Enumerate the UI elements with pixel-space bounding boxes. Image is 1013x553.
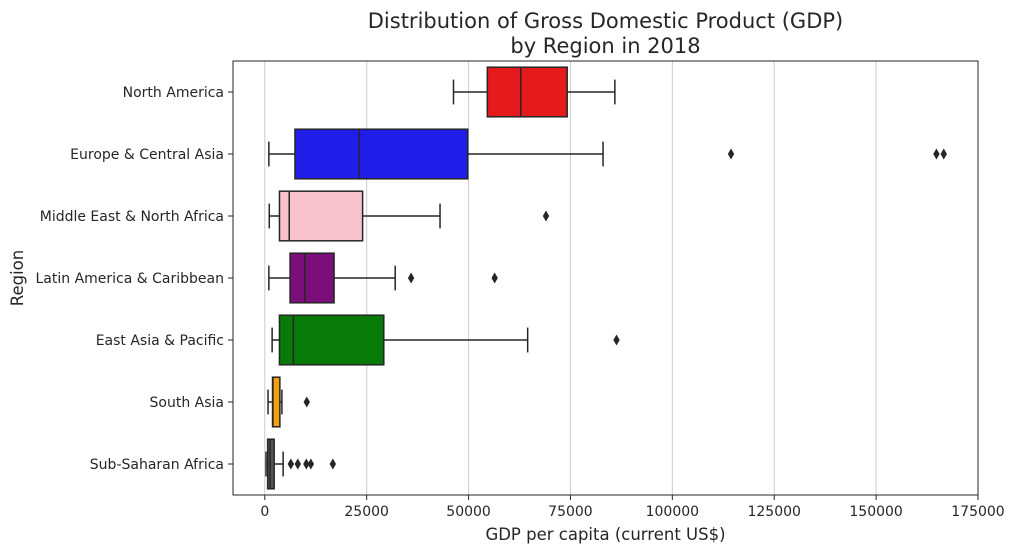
- y-axis-label: Region: [8, 250, 27, 307]
- y-tick-label: East Asia & Pacific: [96, 333, 224, 349]
- box-north-america: [452, 66, 616, 118]
- outlier-point: [940, 148, 947, 160]
- outlier-point: [542, 210, 550, 222]
- box-east-asia-pacific: [271, 314, 620, 366]
- x-axis-ticks: 0 25000 50000 75000 100000 125000 150000 175000: [260, 495, 1005, 520]
- outlier-point: [613, 334, 620, 346]
- x-tick-label: 75000: [548, 504, 593, 520]
- iqr-box: [266, 438, 275, 490]
- box-south-asia: [267, 376, 310, 428]
- outlier-point: [307, 458, 315, 470]
- y-tick-label: Europe & Central Asia: [70, 147, 224, 163]
- outlier-point: [303, 396, 310, 408]
- box-europe-central-asia: [268, 128, 947, 180]
- iqr-box: [289, 252, 335, 304]
- x-axis-label: GDP per capita (current US$): [485, 525, 725, 544]
- iqr-box: [486, 66, 568, 118]
- x-tick-label: 25000: [344, 504, 389, 520]
- box-plots: [265, 66, 947, 490]
- iqr-box: [278, 314, 385, 366]
- iqr-box: [278, 190, 364, 242]
- outlier-point: [287, 458, 295, 470]
- y-tick-label: North America: [123, 85, 224, 101]
- outlier-point: [727, 148, 735, 160]
- y-tick-label: Sub-Saharan Africa: [90, 457, 224, 473]
- box-sub-saharan-africa: [265, 438, 337, 490]
- outlier-point: [407, 272, 415, 284]
- outlier-point: [329, 458, 337, 470]
- x-tick-label: 175000: [951, 504, 1004, 520]
- iqr-box: [294, 128, 469, 180]
- x-tick-label: 100000: [646, 504, 699, 520]
- x-tick-label: 0: [260, 504, 269, 520]
- chart-title-line-2: by Region in 2018: [510, 34, 700, 58]
- box-middle-east-north-africa: [268, 190, 550, 242]
- x-tick-label: 150000: [849, 504, 902, 520]
- outlier-point: [491, 272, 498, 284]
- y-tick-label: South Asia: [150, 395, 224, 411]
- box-latin-america-caribbean: [268, 252, 498, 304]
- outlier-point: [933, 148, 940, 160]
- outlier-point: [303, 458, 310, 470]
- x-tick-label: 125000: [747, 504, 800, 520]
- y-axis-ticks: North America Europe & Central Asia Middle…: [36, 85, 233, 473]
- outlier-point: [294, 458, 302, 470]
- chart-title-line-1: Distribution of Gross Domestic Product (…: [368, 9, 843, 33]
- x-tick-label: 50000: [446, 504, 491, 520]
- y-tick-label: Latin America & Caribbean: [36, 271, 225, 287]
- y-tick-label: Middle East & North Africa: [40, 209, 224, 225]
